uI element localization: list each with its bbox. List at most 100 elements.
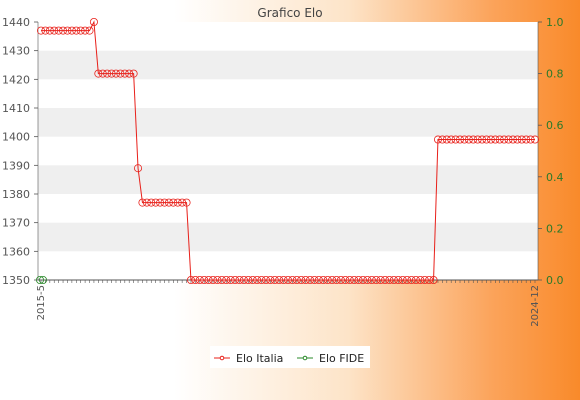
point-elo-italia (59, 26, 68, 35)
point-elo-italia (89, 17, 98, 26)
point-elo-italia (103, 69, 112, 78)
point-elo-italia (314, 275, 323, 284)
point-elo-italia (403, 275, 412, 284)
point-elo-italia (482, 135, 491, 144)
point-elo-italia (209, 275, 218, 284)
series-elo-italia (37, 17, 540, 284)
point-elo-italia (253, 275, 262, 284)
right-y-tick-label: 1.0 (546, 16, 564, 29)
point-elo-italia (54, 26, 63, 35)
left-y-tick-label: 1380 (2, 188, 30, 201)
grid-band (38, 222, 538, 252)
point-elo-italia (323, 275, 332, 284)
point-elo-italia (473, 135, 482, 144)
point-elo-italia (266, 275, 275, 284)
point-elo-italia (504, 135, 513, 144)
point-elo-italia (500, 135, 509, 144)
point-elo-italia (508, 135, 517, 144)
point-elo-italia (381, 275, 390, 284)
left-y-tick-label: 1360 (2, 245, 30, 258)
right-y-tick-label: 0.4 (546, 171, 564, 184)
point-elo-italia (186, 275, 195, 284)
point-elo-italia (372, 275, 381, 284)
right-y-tick-label: 0.2 (546, 222, 564, 235)
point-elo-italia (464, 135, 473, 144)
point-elo-italia (438, 135, 447, 144)
point-elo-italia (310, 275, 319, 284)
point-elo-italia (420, 275, 429, 284)
point-elo-italia (67, 26, 76, 35)
legend-marker-elo-fide (302, 355, 308, 361)
legend-item-elo-italia[interactable]: Elo Italia (214, 352, 283, 365)
right-y-tick-label: 0.8 (546, 68, 564, 81)
point-elo-italia (191, 275, 200, 284)
point-elo-italia (301, 275, 310, 284)
point-elo-italia (85, 26, 94, 35)
point-elo-italia (116, 69, 125, 78)
point-elo-italia (363, 275, 372, 284)
series-elo-fide (36, 275, 48, 284)
point-elo-italia (429, 275, 438, 284)
point-elo-italia (107, 69, 116, 78)
point-elo-italia (456, 135, 465, 144)
point-elo-italia (389, 275, 398, 284)
point-elo-italia (478, 135, 487, 144)
point-elo-italia (367, 275, 376, 284)
left-y-axis-ticks: 1350 1360 1370 1380 1390 1400 1410 1420 1430 1440 (2, 16, 38, 287)
point-elo-italia (495, 135, 504, 144)
point-elo-italia (513, 135, 522, 144)
point-elo-italia (433, 135, 442, 144)
point-elo-italia (134, 164, 143, 173)
legend-box (210, 346, 370, 368)
point-elo-italia (147, 198, 156, 207)
point-elo-italia (385, 275, 394, 284)
point-elo-italia (257, 275, 266, 284)
point-elo-italia (72, 26, 81, 35)
point-elo-italia (275, 275, 284, 284)
point-elo-italia (522, 135, 531, 144)
point-elo-italia (231, 275, 240, 284)
point-elo-italia (526, 135, 535, 144)
legend-item-elo-fide[interactable]: Elo FIDE (297, 352, 364, 365)
point-elo-italia (425, 275, 434, 284)
point-elo-italia (45, 26, 54, 35)
point-elo-italia (244, 275, 253, 284)
point-elo-italia (98, 69, 107, 78)
legend-label-elo-fide: Elo FIDE (319, 352, 364, 365)
point-elo-italia (447, 135, 456, 144)
series-line-elo-italia (41, 20, 535, 281)
point-elo-fide (36, 275, 45, 284)
point-elo-italia (358, 275, 367, 284)
point-elo-italia (486, 135, 495, 144)
point-elo-italia (213, 275, 222, 284)
point-elo-fide (39, 275, 48, 284)
left-y-tick-label: 1410 (2, 102, 30, 115)
point-elo-italia (50, 26, 59, 35)
point-elo-italia (350, 275, 359, 284)
point-elo-italia (394, 275, 403, 284)
point-elo-italia (156, 198, 165, 207)
point-elo-italia (261, 275, 270, 284)
point-elo-italia (531, 135, 540, 144)
point-elo-italia (129, 69, 138, 78)
point-elo-italia (125, 69, 134, 78)
legend: Elo Italia Elo FIDE (210, 346, 370, 368)
chart-title: Grafico Elo (257, 6, 322, 20)
point-elo-italia (41, 26, 50, 35)
left-y-tick-label: 1420 (2, 73, 30, 86)
legend-label-elo-italia: Elo Italia (236, 352, 283, 365)
point-elo-italia (81, 26, 90, 35)
point-elo-italia (376, 275, 385, 284)
point-elo-italia (248, 275, 257, 284)
point-elo-italia (160, 198, 169, 207)
point-elo-italia (491, 135, 500, 144)
point-elo-italia (63, 26, 72, 35)
point-elo-italia (178, 198, 187, 207)
point-elo-italia (336, 275, 345, 284)
point-elo-italia (169, 198, 178, 207)
point-elo-italia (204, 275, 213, 284)
left-y-tick-label: 1440 (2, 16, 30, 29)
point-elo-italia (239, 275, 248, 284)
point-elo-italia (226, 275, 235, 284)
point-elo-italia (111, 69, 120, 78)
